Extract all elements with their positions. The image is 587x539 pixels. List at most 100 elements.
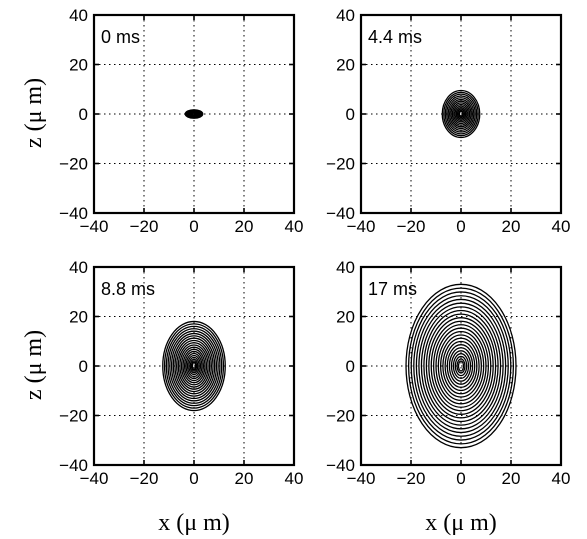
y-tick-label: 20	[69, 308, 88, 327]
x-tick-label: 0	[456, 469, 465, 488]
contour-line	[430, 320, 492, 412]
contour-line	[410, 291, 512, 441]
contour-line	[447, 97, 475, 131]
y-tick-label: 0	[346, 105, 355, 124]
contour-line	[455, 106, 467, 122]
panel-4: −40 −20 0 20 40 −40 −20 0 20 40 17 ms	[326, 258, 570, 488]
contour-line	[189, 358, 199, 374]
xlabel-right: x (μ m)	[425, 510, 497, 536]
y-tick-label: 0	[346, 357, 355, 376]
contour-line	[435, 327, 487, 405]
contour-line	[444, 340, 478, 392]
y-tick-label: 40	[336, 258, 355, 277]
y-tick-label: −20	[326, 407, 355, 426]
contour-line	[428, 317, 494, 415]
contour-line	[433, 324, 489, 408]
contour-line	[450, 350, 472, 382]
x-tick-label: 40	[552, 469, 571, 488]
y-tick-label: −40	[59, 204, 88, 223]
x-tick-label: 20	[235, 469, 254, 488]
contour-line	[415, 298, 507, 434]
contour-line	[165, 325, 223, 407]
x-tick-label: −20	[397, 217, 426, 236]
contour-line	[453, 103, 469, 125]
contour-line	[439, 334, 482, 398]
contour-line	[443, 91, 479, 137]
contour-line	[413, 295, 509, 437]
y-tick-label: 20	[69, 56, 88, 75]
contour-line	[186, 354, 202, 378]
y-tick-label: 20	[336, 308, 355, 327]
x-tick-label: 0	[456, 217, 465, 236]
contour-line	[442, 337, 480, 395]
x-tick-label: −20	[130, 217, 159, 236]
x-tick-label: 20	[502, 217, 521, 236]
x-tick-label: 40	[552, 217, 571, 236]
y-tick-label: 0	[79, 105, 88, 124]
contour-line	[450, 100, 472, 128]
contour-line	[172, 335, 216, 397]
x-tick-label: −20	[130, 469, 159, 488]
time-annotation: 8.8 ms	[101, 279, 155, 299]
contour-line	[451, 102, 471, 126]
contour-line	[441, 89, 481, 139]
x-tick-label: 20	[235, 217, 254, 236]
contour-line	[180, 346, 208, 386]
contour-line	[420, 306, 502, 426]
x-tick-label: −40	[80, 217, 109, 236]
y-tick-label: 40	[69, 6, 88, 25]
contour-line	[444, 93, 478, 135]
contour-line	[457, 109, 465, 119]
contour-line	[448, 98, 474, 130]
contour-line	[457, 360, 465, 372]
contour-line	[175, 339, 213, 393]
y-tick-label: 0	[79, 357, 88, 376]
xlabel-left: x (μ m)	[158, 510, 230, 536]
contour-line	[456, 108, 466, 120]
contour-line	[456, 358, 466, 374]
contour-line	[191, 361, 197, 371]
panel-1: −40 −20 0 20 40 −40 −20 0 20 40 0 ms	[59, 6, 303, 236]
contour-line	[405, 283, 517, 449]
contour-line	[423, 309, 499, 423]
panel-2: −40 −20 0 20 40 −40 −20 0 20 40 4.4 ms	[326, 6, 570, 236]
contour-line	[458, 110, 464, 118]
contour-line	[454, 355, 468, 377]
y-tick-label: −20	[59, 407, 88, 426]
time-annotation: 0 ms	[101, 27, 140, 47]
contour-line	[452, 353, 470, 379]
ylabel-top: z (μ m)	[21, 78, 47, 148]
contour-line	[188, 356, 200, 376]
panel-3: −40 −20 0 20 40 −40 −20 0 20 40 8.8 ms	[59, 258, 303, 488]
contour-line	[190, 360, 198, 372]
contour-line	[448, 347, 474, 385]
time-annotation: 17 ms	[368, 279, 417, 299]
y-tick-label: 40	[336, 6, 355, 25]
x-tick-label: 0	[189, 469, 198, 488]
contour-line	[425, 313, 497, 419]
y-tick-label: −20	[326, 155, 355, 174]
contour-line	[174, 337, 214, 395]
contour-line	[446, 95, 476, 133]
y-tick-label: 40	[69, 258, 88, 277]
contour-line	[418, 302, 504, 430]
contour-line	[446, 344, 476, 388]
y-tick-label: 20	[336, 56, 355, 75]
contour-line	[163, 323, 225, 409]
contour-line	[179, 344, 209, 388]
time-annotation: 4.4 ms	[368, 27, 422, 47]
x-tick-label: −40	[347, 217, 376, 236]
contour-line	[185, 352, 203, 380]
y-tick-label: −20	[59, 155, 88, 174]
x-tick-label: 20	[502, 469, 521, 488]
ylabel-bottom: z (μ m)	[21, 330, 47, 400]
contour-line	[162, 320, 226, 412]
contour-line	[177, 342, 211, 390]
x-tick-label: 40	[285, 469, 304, 488]
x-tick-label: −20	[397, 469, 426, 488]
x-tick-label: 0	[189, 217, 198, 236]
y-tick-label: −40	[59, 456, 88, 475]
contour-line	[192, 112, 196, 116]
contour-line	[407, 287, 515, 445]
contour-line	[170, 332, 218, 400]
